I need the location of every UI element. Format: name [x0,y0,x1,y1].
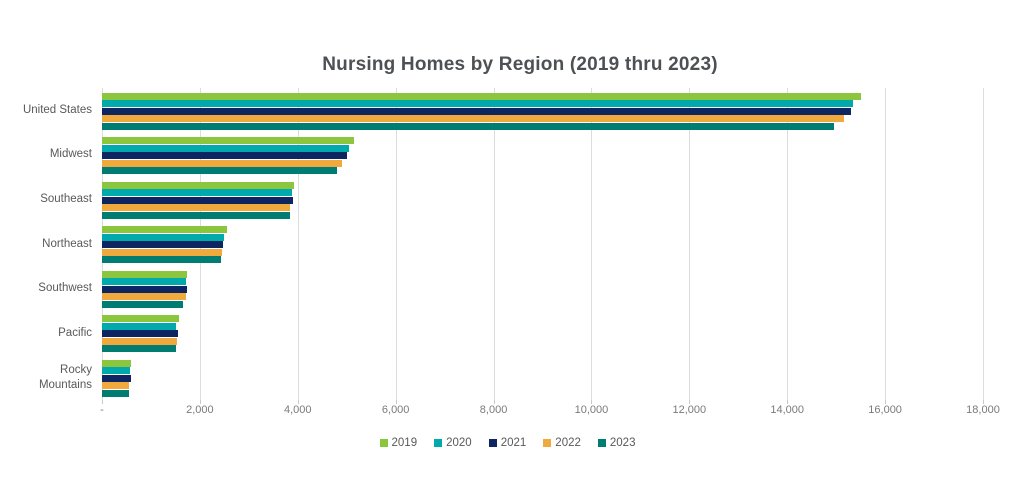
legend-swatch-icon [597,439,606,447]
tick-mark-6000 [395,400,397,404]
bar-pacific-2019 [102,315,180,323]
category-label-midwest: Midwest [49,148,92,161]
bar-northeast-2021 [102,241,224,249]
gridline-10000 [591,88,593,400]
gridline-12000 [689,88,691,400]
bar-pacific-2022 [102,337,177,345]
bar-southwest-2019 [102,270,187,278]
bar-northeast-2020 [102,233,225,241]
bar-united-states-2020 [102,100,854,108]
legend-item-2020: 2020 [434,437,472,449]
legend-swatch-icon [434,439,443,447]
category-label-northeast: Northeast [42,237,92,250]
legend-swatch-icon [379,439,388,447]
bar-southwest-2023 [102,300,184,308]
bar-northeast-2019 [102,226,227,234]
x-tick-label-3: 6,000 [381,404,410,416]
chart-title: Nursing Homes by Region (2019 thru 2023) [322,54,718,75]
tick-mark-4000 [297,400,299,404]
gridline-8000 [493,88,495,400]
x-tick-label-4: 8,000 [479,404,508,416]
tick-mark-0 [102,400,103,404]
bar-northeast-2023 [102,256,221,264]
bar-united-states-2021 [102,107,851,115]
bar-united-states-2022 [102,115,844,123]
x-tick-label-1: 2,000 [186,404,214,416]
legend-swatch-icon [543,439,552,447]
bar-southeast-2023 [102,211,291,219]
tick-mark-2000 [199,400,201,404]
gridline-14000 [787,88,789,400]
bar-pacific-2023 [102,345,176,353]
gridline-6000 [395,88,397,400]
legend-label: 2023 [609,437,636,449]
x-tick-label-2: 4,000 [284,404,312,416]
gridline-18000 [983,88,984,400]
bar-southeast-2021 [102,196,293,204]
legend-swatch-icon [488,439,497,447]
bar-midwest-2022 [102,159,342,167]
bar-rocky-mountains-2021 [102,374,131,382]
legend-label: 2022 [555,437,581,449]
bar-rocky-mountains-2023 [102,389,129,397]
legend-label: 2021 [500,437,527,449]
bar-southwest-2022 [102,293,187,301]
bar-midwest-2019 [102,137,355,145]
bar-southeast-2019 [102,181,295,189]
tick-mark-14000 [787,400,789,404]
bar-pacific-2020 [102,322,177,330]
bar-rocky-mountains-2020 [102,367,130,375]
gridline-16000 [885,88,887,400]
category-label-southeast: Southeast [40,192,92,205]
legend-item-2022: 2022 [543,437,581,449]
x-tick-label-8: 16,000 [868,404,902,416]
x-tick-label-9: 18,000 [966,404,1000,416]
x-tick-label-0: - [100,404,104,416]
bar-rocky-mountains-2019 [102,359,131,367]
category-label-southwest: Southwest [38,282,92,295]
tick-mark-18000 [983,400,984,404]
x-tick-label-7: 14,000 [770,404,805,416]
bar-southwest-2021 [102,285,188,293]
legend: 2019 2020 2021 2022 2023 [0,437,1015,449]
tick-mark-16000 [885,400,887,404]
bar-southeast-2020 [102,189,293,197]
tick-mark-8000 [493,400,495,404]
legend-label: 2020 [446,437,472,449]
x-tick-label-6: 12,000 [672,404,707,416]
category-label-rocky-mountains: Rocky Mountains [38,363,92,391]
legend-item-2021: 2021 [488,437,527,449]
tick-mark-12000 [689,400,691,404]
bar-midwest-2023 [102,167,337,175]
category-label-pacific: Pacific [58,326,92,339]
category-label-united-states: United States [22,103,92,116]
bar-rocky-mountains-2022 [102,382,130,390]
bar-midwest-2021 [102,152,347,160]
plot-area [102,88,984,404]
bar-united-states-2023 [102,122,834,130]
x-tick-label-5: 10,000 [574,404,609,416]
tick-mark-10000 [591,400,593,404]
bar-southeast-2022 [102,204,291,212]
bar-southwest-2020 [102,278,187,286]
bar-united-states-2019 [102,92,861,100]
bar-northeast-2022 [102,248,222,256]
legend-item-2019: 2019 [379,437,418,449]
bar-pacific-2021 [102,330,178,338]
legend-label: 2019 [391,437,418,449]
legend-item-2023: 2023 [597,437,636,449]
gridline-4000 [297,88,299,400]
bar-midwest-2020 [102,144,350,152]
